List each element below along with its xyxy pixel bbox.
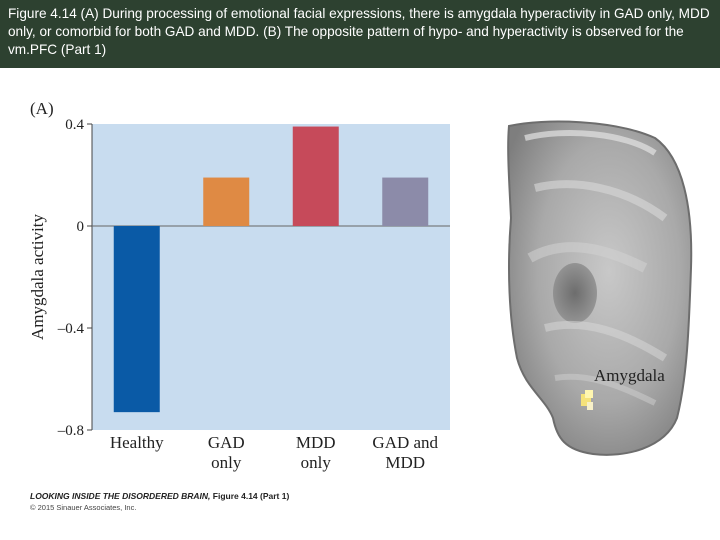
x-tick-label: only <box>301 453 332 472</box>
x-tick-label: GAD and <box>372 433 438 452</box>
y-tick-label: –0.4 <box>57 321 85 337</box>
x-tick-label: Healthy <box>110 433 164 452</box>
footer-copyright: © 2015 Sinauer Associates, Inc. <box>30 503 137 512</box>
x-tick-label: MDD <box>296 433 336 452</box>
y-tick-label: 0.4 <box>65 117 84 133</box>
bar-chart: (A) 0.40–0.4–0.8 Healthy GADonlyMDDonlyGA… <box>28 99 450 472</box>
x-tick-label: GAD <box>208 433 245 452</box>
y-tick-label: 0 <box>77 219 85 235</box>
y-axis-label: Amygdala activity <box>28 213 47 340</box>
bar-mdd-only <box>292 126 339 226</box>
bars <box>113 126 429 413</box>
y-tick-label: –0.8 <box>57 423 84 439</box>
bar-gad-only <box>203 177 250 226</box>
panel-label: (A) <box>30 99 54 118</box>
bar-healthy <box>113 226 160 413</box>
amygdala-label: Amygdala <box>594 366 665 385</box>
figure-caption: Figure 4.14 (A) During processing of emo… <box>0 0 720 68</box>
footer-title: LOOKING INSIDE THE DISORDERED BRAIN, Fig… <box>30 491 290 501</box>
x-tick-label: only <box>211 453 242 472</box>
brain-scan-icon <box>507 120 693 456</box>
bar-gad-and-mdd <box>382 177 429 226</box>
x-tick-label: MDD <box>385 453 425 472</box>
